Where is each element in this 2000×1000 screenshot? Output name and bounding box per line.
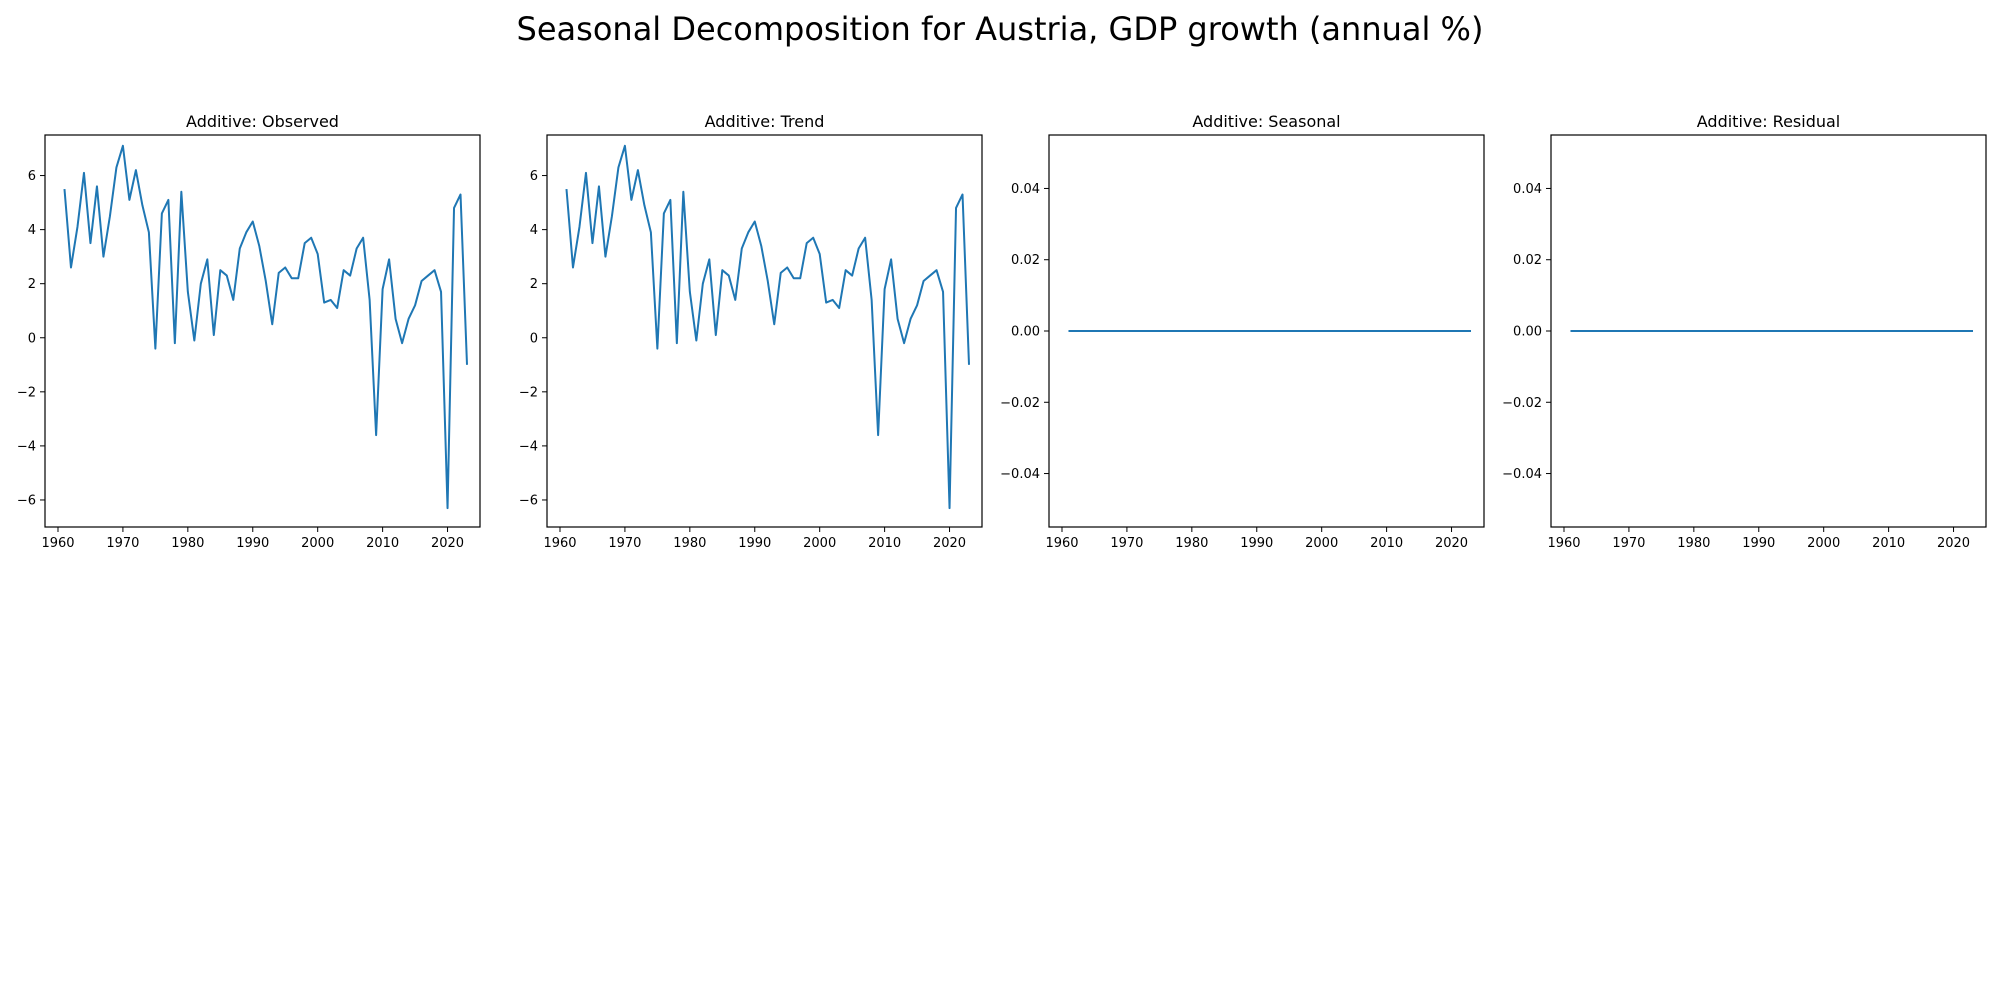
y-tick-label: 0.04 — [1513, 182, 1542, 197]
x-tick-label: 1980 — [1677, 536, 1710, 551]
x-tick-label: 2020 — [431, 536, 464, 551]
series-line — [63, 144, 469, 510]
x-tick-label: 1970 — [608, 536, 641, 551]
y-tick-label: −0.04 — [1000, 467, 1040, 482]
y-tick-label: −0.04 — [1502, 467, 1542, 482]
y-tick-label: −4 — [17, 439, 36, 454]
axes-frame — [546, 134, 983, 528]
y-tick-label: −6 — [17, 493, 36, 508]
y-tick-label: 0.02 — [1513, 253, 1542, 268]
y-tick-label: −2 — [17, 385, 36, 400]
x-tick-label: 2010 — [366, 536, 399, 551]
x-tick-label: 1970 — [1110, 536, 1143, 551]
x-tick-label: 2010 — [1872, 536, 1905, 551]
axes-frame — [44, 134, 481, 528]
x-tick-label: 1980 — [673, 536, 706, 551]
subplot-4: Additive: Residual 1960 1970 1980 1990 2000 20… — [1502, 112, 1987, 551]
x-tick-label: 2020 — [1435, 536, 1468, 551]
y-tick-label: 0.02 — [1011, 253, 1040, 268]
y-tick-label: 2 — [28, 277, 36, 292]
x-tick-label: 1960 — [543, 536, 576, 551]
subplot-title: Additive: Residual — [1697, 112, 1841, 131]
x-tick-label: 2010 — [868, 536, 901, 551]
y-tick-label: 0.00 — [1011, 325, 1040, 340]
y-tick-label: 6 — [28, 169, 36, 184]
x-tick-label: 1990 — [738, 536, 771, 551]
x-tick-label: 1960 — [1045, 536, 1078, 551]
x-tick-label: 2000 — [1305, 536, 1338, 551]
subplot-3: Additive: Seasonal 1960 1970 1980 1990 2000 20… — [1000, 112, 1485, 551]
x-tick-label: 1960 — [41, 536, 74, 551]
x-tick-label: 2010 — [1370, 536, 1403, 551]
series-line — [565, 144, 971, 510]
y-tick-label: 2 — [530, 277, 538, 292]
x-tick-label: 1960 — [1547, 536, 1580, 551]
y-tick-label: 0.00 — [1513, 325, 1542, 340]
x-tick-label: 1970 — [106, 536, 139, 551]
y-tick-label: −0.02 — [1000, 396, 1040, 411]
y-tick-label: 0.04 — [1011, 182, 1040, 197]
x-tick-label: 1990 — [1742, 536, 1775, 551]
x-tick-label: 2020 — [933, 536, 966, 551]
y-tick-label: −0.02 — [1502, 396, 1542, 411]
x-tick-label: 2000 — [301, 536, 334, 551]
y-tick-label: −2 — [519, 385, 538, 400]
x-tick-label: 1980 — [171, 536, 204, 551]
x-tick-label: 1970 — [1612, 536, 1645, 551]
y-tick-label: 0 — [28, 331, 36, 346]
y-tick-label: 0 — [530, 331, 538, 346]
figure-title: Seasonal Decomposition for Austria, GDP … — [516, 10, 1484, 48]
subplot-title: Additive: Trend — [705, 112, 825, 131]
y-tick-label: −6 — [519, 493, 538, 508]
y-tick-label: 4 — [28, 223, 36, 238]
x-tick-label: 2000 — [803, 536, 836, 551]
y-tick-label: 4 — [530, 223, 538, 238]
subplot-title: Additive: Seasonal — [1192, 112, 1340, 131]
subplot-2: Additive: Trend 1960 1970 1980 1990 2000 2010 2… — [519, 112, 983, 551]
x-tick-label: 2020 — [1937, 536, 1970, 551]
x-tick-label: 1990 — [236, 536, 269, 551]
x-tick-label: 1980 — [1175, 536, 1208, 551]
x-tick-label: 2000 — [1807, 536, 1840, 551]
y-tick-label: −4 — [519, 439, 538, 454]
subplot-title: Additive: Observed — [186, 112, 339, 131]
y-tick-label: 6 — [530, 169, 538, 184]
x-tick-label: 1990 — [1240, 536, 1273, 551]
